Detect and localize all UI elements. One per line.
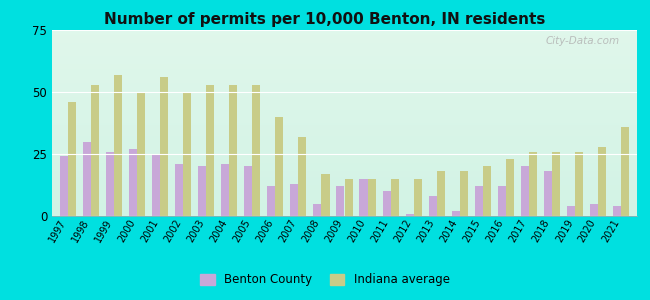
Bar xyxy=(575,152,583,216)
Bar xyxy=(359,179,367,216)
Bar xyxy=(176,164,183,216)
Bar xyxy=(590,204,598,216)
Bar xyxy=(91,85,99,216)
Bar xyxy=(83,142,91,216)
Bar xyxy=(521,167,528,216)
Bar xyxy=(391,179,398,216)
Bar xyxy=(498,186,506,216)
Bar xyxy=(621,127,629,216)
Bar xyxy=(183,92,191,216)
Bar xyxy=(229,85,237,216)
Bar xyxy=(206,85,215,216)
Bar xyxy=(152,154,161,216)
Bar xyxy=(337,186,344,216)
Bar xyxy=(428,196,437,216)
Bar xyxy=(474,186,483,216)
Bar xyxy=(543,171,552,216)
Bar xyxy=(452,211,460,216)
Bar xyxy=(552,152,560,216)
Bar xyxy=(483,167,491,216)
Bar xyxy=(68,102,76,216)
Bar xyxy=(298,136,307,216)
Bar xyxy=(161,77,168,216)
Bar xyxy=(137,92,146,216)
Bar xyxy=(506,159,514,216)
Bar xyxy=(460,171,468,216)
Text: City-Data.com: City-Data.com xyxy=(545,36,619,46)
Legend: Benton County, Indiana average: Benton County, Indiana average xyxy=(196,269,454,291)
Bar xyxy=(367,179,376,216)
Bar xyxy=(60,157,68,216)
Bar xyxy=(291,184,298,216)
Bar xyxy=(413,179,422,216)
Bar xyxy=(198,167,206,216)
Bar xyxy=(276,117,283,216)
Bar xyxy=(344,179,352,216)
Bar xyxy=(598,147,606,216)
Bar xyxy=(437,171,445,216)
Bar xyxy=(267,186,276,216)
Bar xyxy=(244,167,252,216)
Bar xyxy=(221,164,229,216)
Bar xyxy=(322,174,330,216)
Bar xyxy=(129,149,137,216)
Bar xyxy=(382,191,391,216)
Bar xyxy=(406,214,413,216)
Bar xyxy=(313,204,322,216)
Bar xyxy=(613,206,621,216)
Text: Number of permits per 10,000 Benton, IN residents: Number of permits per 10,000 Benton, IN … xyxy=(104,12,546,27)
Bar xyxy=(114,75,122,216)
Bar xyxy=(252,85,261,216)
Bar xyxy=(567,206,575,216)
Bar xyxy=(528,152,537,216)
Bar xyxy=(106,152,114,216)
